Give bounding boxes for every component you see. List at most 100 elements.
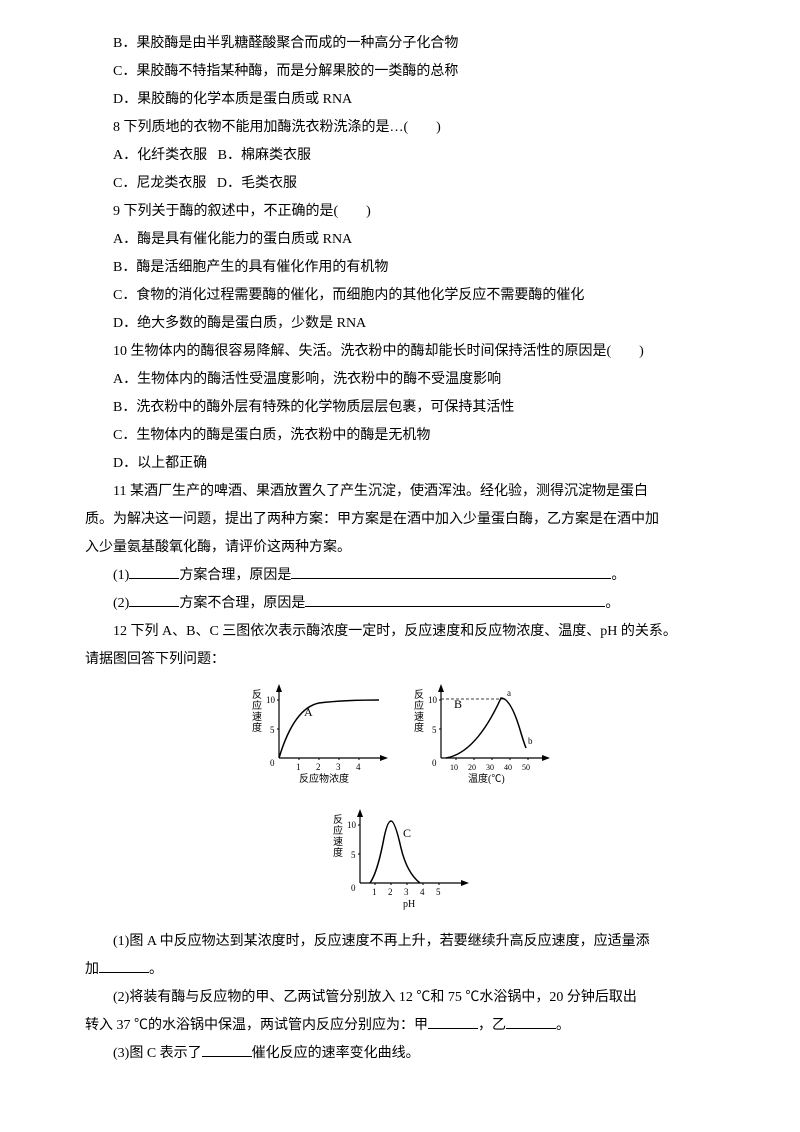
chartB-pointA: a xyxy=(507,688,511,698)
chartA-ytick-0: 0 xyxy=(270,758,275,768)
chartA-ytick-10: 10 xyxy=(266,695,276,705)
charts-row-2: 反 应 速 度 10 5 0 1 2 3 xyxy=(85,803,715,924)
chartB-xtick-4: 40 xyxy=(504,763,512,772)
chartA-xtick-4: 4 xyxy=(356,762,361,772)
chartB-ytick-0: 0 xyxy=(432,758,437,768)
chartA-xtick-3: 3 xyxy=(336,762,341,772)
q8-optA: A．化纤类衣服 xyxy=(113,148,207,163)
chartC-ylabel-3: 速 xyxy=(333,836,343,848)
q11-stem3: 入少量氨基酸氧化酶，请评价这两种方案。 xyxy=(85,534,715,562)
q10-stem: 10 生物体内的酶很容易降解、失活。洗衣粉中的酶却能长时间保持活性的原因是( ) xyxy=(85,338,715,366)
chartB-ylabel-2: 应 xyxy=(414,699,424,712)
charts-row-1: 反 应 速 度 10 5 0 1 2 3 4 xyxy=(85,678,715,799)
q10-optD: D．以上都正确 xyxy=(85,450,715,478)
q11-stem1: 11 某酒厂生产的啤酒、果酒放置久了产生沉淀，使酒浑浊。经化验，测得沉淀物是蛋白 xyxy=(85,478,715,506)
chart-B: 反 应 速 度 10 5 0 10 20 30 xyxy=(406,678,556,799)
q7-optD: D．果胶酶的化学本质是蛋白质或 RNA xyxy=(85,86,715,114)
chart-C: 反 应 速 度 10 5 0 1 2 3 xyxy=(325,803,475,924)
q10-optA: A．生物体内的酶活性受温度影响，洗衣粉中的酶不受温度影响 xyxy=(85,366,715,394)
q7-optB: B．果胶酶是由半乳糖醛酸聚合而成的一种高分子化合物 xyxy=(85,30,715,58)
chartC-ytick-10: 10 xyxy=(347,820,357,830)
q9-optB: B．酶是活细胞产生的具有催化作用的有机物 xyxy=(85,254,715,282)
chartA-ylabel-3: 速 xyxy=(252,711,262,723)
q8-stem: 8 下列质地的衣物不能用加酶洗衣粉洗涤的是…( ) xyxy=(85,114,715,142)
chartA-xlabel: 反应物浓度 xyxy=(299,772,349,785)
q12-sub1b-line: 加。 xyxy=(85,956,715,984)
blank xyxy=(129,564,179,579)
q12-stem2: 请据图回答下列问题： xyxy=(85,646,715,674)
chartB-ylabel-3: 速 xyxy=(414,711,424,723)
q12-sub1c: 。 xyxy=(149,962,163,977)
q9-optC: C．食物的消化过程需要酶的催化，而细胞内的其他化学反应不需要酶的催化 xyxy=(85,282,715,310)
blank xyxy=(305,592,605,607)
q8-optB: B．棉麻类衣服 xyxy=(218,148,311,163)
chartB-ylabel-1: 反 xyxy=(414,689,424,701)
chartC-ylabel-4: 度 xyxy=(333,846,343,859)
chartB-xtick-1: 10 xyxy=(450,763,458,772)
chartC-letter: C xyxy=(403,826,411,840)
q11-sub2: (2) 方案不合理，原因是 。 xyxy=(85,590,715,618)
q12-sub3-line: (3)图 C 表示了 催化反应的速率变化曲线。 xyxy=(85,1040,715,1068)
chartC-ylabel-2: 应 xyxy=(333,824,343,837)
q9-optA: A．酶是具有催化能力的蛋白质或 RNA xyxy=(85,226,715,254)
q11-sub1-label: (1) xyxy=(113,568,129,583)
blank xyxy=(291,564,611,579)
chartB-ytick-10: 10 xyxy=(428,695,438,705)
q10-optC: C．生物体内的酶是蛋白质，洗衣粉中的酶是无机物 xyxy=(85,422,715,450)
q11-sub1-text: 方案合理，原因是 xyxy=(179,568,291,583)
page-content: B．果胶酶是由半乳糖醛酸聚合而成的一种高分子化合物 C．果胶酶不特指某种酶，而是… xyxy=(0,0,800,1108)
chartB-letter: B xyxy=(454,697,462,711)
chartC-xtick-3: 3 xyxy=(404,887,409,897)
q12-sub3b: 催化反应的速率变化曲线。 xyxy=(252,1046,420,1061)
chartA-ylabel-4: 度 xyxy=(252,721,262,734)
q11-sub2-end: 。 xyxy=(605,596,619,611)
q9-stem: 9 下列关于酶的叙述中，不正确的是( ) xyxy=(85,198,715,226)
chartA-ytick-5: 5 xyxy=(270,725,275,735)
blank xyxy=(506,1014,556,1029)
blank xyxy=(129,592,179,607)
chartB-xtick-2: 20 xyxy=(468,763,476,772)
q11-stem2: 质。为解决这一问题，提出了两种方案：甲方案是在酒中加入少量蛋白酶，乙方案是在酒中… xyxy=(85,506,715,534)
q12-sub1b: 加 xyxy=(85,962,99,977)
q12-stem1: 12 下列 A、B、C 三图依次表示酶浓度一定时，反应速度和反应物浓度、温度、p… xyxy=(85,618,715,646)
chartB-ytick-5: 5 xyxy=(432,725,437,735)
chartA-xtick-2: 2 xyxy=(316,762,321,772)
chartA-xtick-1: 1 xyxy=(296,762,301,772)
q12-sub3a: (3)图 C 表示了 xyxy=(113,1046,202,1061)
blank xyxy=(428,1014,478,1029)
q12-sub2b-line: 转入 37 ℃的水浴锅中保温，两试管内反应分别应为：甲 ，乙 。 xyxy=(85,1012,715,1040)
q12-sub2c: ，乙 xyxy=(478,1018,506,1033)
q12-sub2a: (2)将装有酶与反应物的甲、乙两试管分别放入 12 ℃和 75 ℃水浴锅中，20… xyxy=(85,984,715,1012)
q8-optAB: A．化纤类衣服 B．棉麻类衣服 xyxy=(85,142,715,170)
q11-sub1: (1) 方案合理，原因是 。 xyxy=(85,562,715,590)
q12-sub2d: 。 xyxy=(556,1018,570,1033)
chartC-xtick-4: 4 xyxy=(420,887,425,897)
q7-optC: C．果胶酶不特指某种酶，而是分解果胶的一类酶的总称 xyxy=(85,58,715,86)
q11-sub1-end: 。 xyxy=(611,568,625,583)
chart-A: 反 应 速 度 10 5 0 1 2 3 4 xyxy=(244,678,394,799)
chartB-xlabel: 温度(℃) xyxy=(468,772,505,785)
blank xyxy=(99,958,149,973)
chartA-letter: A xyxy=(304,705,313,719)
chartC-ylabel-1: 反 xyxy=(333,814,343,826)
chartC-xlabel: pH xyxy=(403,899,415,910)
chartB-xtick-5: 50 xyxy=(522,763,530,772)
chartC-xtick-1: 1 xyxy=(372,887,377,897)
q12-sub2b: 转入 37 ℃的水浴锅中保温，两试管内反应分别应为：甲 xyxy=(85,1018,428,1033)
q10-optB: B．洗衣粉中的酶外层有特殊的化学物质层层包裹，可保持其活性 xyxy=(85,394,715,422)
q8-optD: D．毛类衣服 xyxy=(217,176,297,191)
chartB-ylabel-4: 度 xyxy=(414,721,424,734)
chartA-ylabel-1: 反 xyxy=(252,689,262,701)
chartB-pointB: b xyxy=(528,736,533,746)
chartB-xtick-3: 30 xyxy=(486,763,494,772)
q8-optC: C．尼龙类衣服 xyxy=(113,176,206,191)
q8-optCD: C．尼龙类衣服 D．毛类衣服 xyxy=(85,170,715,198)
q9-optD: D．绝大多数的酶是蛋白质，少数是 RNA xyxy=(85,310,715,338)
q12-sub1a: (1)图 A 中反应物达到某浓度时，反应速度不再上升，若要继续升高反应速度，应适… xyxy=(85,928,715,956)
q11-sub2-text: 方案不合理，原因是 xyxy=(179,596,305,611)
chartC-xtick-5: 5 xyxy=(436,887,441,897)
chartC-ytick-5: 5 xyxy=(351,850,356,860)
blank xyxy=(202,1042,252,1057)
q11-sub2-label: (2) xyxy=(113,596,129,611)
chartC-xtick-2: 2 xyxy=(388,887,393,897)
